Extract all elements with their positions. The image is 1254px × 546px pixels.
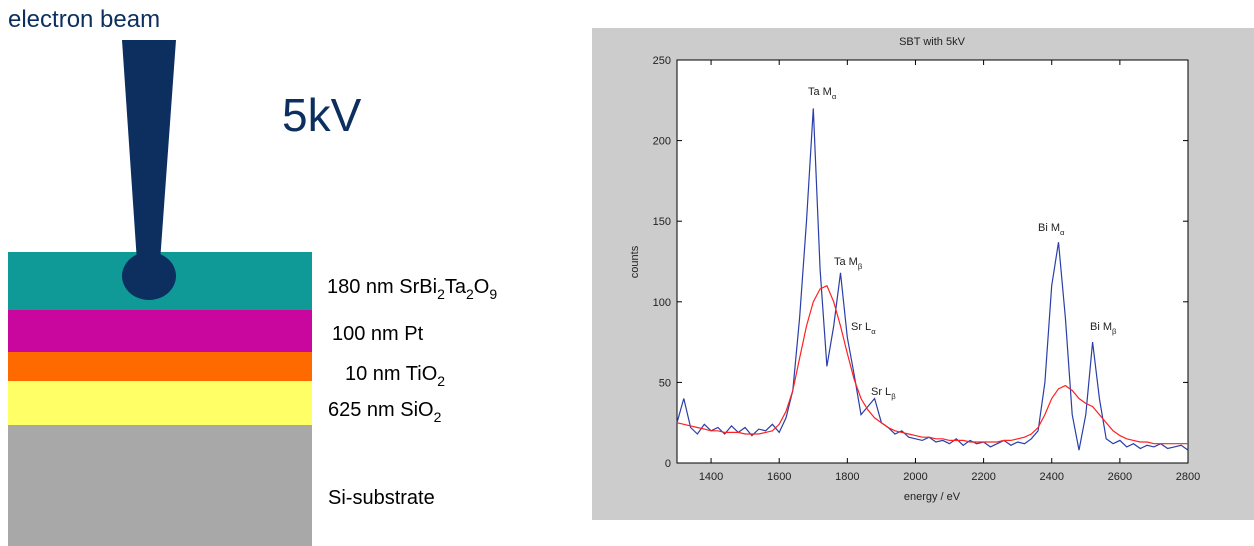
layer-label-part: Ta — [445, 276, 467, 298]
layer-label-part: 10 nm TiO — [345, 363, 437, 385]
y-tick-label: 150 — [653, 216, 671, 228]
plot-area — [676, 59, 1189, 464]
layer — [8, 310, 312, 352]
series-line — [676, 284, 1188, 445]
peak-label-sub: α — [832, 92, 837, 101]
x-tick-label: 2200 — [971, 471, 995, 483]
y-tick-label: 50 — [659, 377, 671, 389]
y-tick-label: 0 — [665, 458, 671, 470]
x-tick-label: 2400 — [1039, 471, 1063, 483]
layer-label-part: O — [474, 276, 490, 298]
chart-title: SBT with 5kV — [899, 36, 965, 48]
x-tick-label: 1400 — [699, 471, 723, 483]
layer-label-sub: 2 — [434, 409, 442, 425]
y-tick-label: 100 — [653, 297, 671, 309]
peak-label-part: Sr L — [871, 386, 891, 398]
layer-label-sub: 9 — [489, 286, 497, 302]
voltage-label: 5kV — [282, 89, 362, 141]
peak-label: Ta Mβ — [834, 256, 863, 271]
y-tick-label: 250 — [653, 55, 671, 67]
layer-label-sub: 2 — [437, 373, 445, 389]
layer-label-sub: 2 — [466, 286, 474, 302]
y-axis-label: counts — [629, 245, 641, 278]
peak-label: Sr Lβ — [871, 386, 896, 401]
x-tick-label: 2000 — [903, 471, 927, 483]
layer-label-part: 625 nm SiO — [328, 399, 434, 421]
x-tick-label: 1800 — [835, 471, 859, 483]
layer-label: 100 nm Pt — [332, 323, 424, 345]
y-tick-label: 200 — [653, 136, 671, 148]
layer-label: 10 nm TiO2 — [345, 363, 445, 389]
peak-label-sub: β — [858, 262, 863, 271]
peak-label-part: Bi M — [1090, 321, 1112, 333]
x-tick-label: 2600 — [1108, 471, 1132, 483]
layer-label: 625 nm SiO2 — [328, 399, 442, 425]
layer-label-part: 180 nm SrBi — [327, 276, 437, 298]
layer-label-sub: 2 — [437, 286, 445, 302]
peak-label-part: Ta M — [834, 256, 858, 268]
layer-label-part: 100 nm Pt — [332, 323, 424, 345]
peak-label-sub: α — [1060, 228, 1065, 237]
x-axis-label: energy / eV — [904, 491, 961, 503]
peak-label-sub: β — [1112, 327, 1117, 336]
peak-label-sub: β — [891, 392, 896, 401]
peak-label-sub: α — [871, 327, 876, 336]
layer-label-part: Si-substrate — [328, 487, 435, 509]
peak-label-part: Ta M — [808, 86, 832, 98]
x-tick-label: 1600 — [767, 471, 791, 483]
layer — [8, 352, 312, 381]
electron-beam — [122, 40, 176, 262]
peak-label: Bi Mα — [1038, 222, 1065, 237]
peak-label: Sr Lα — [851, 321, 876, 336]
layer-label: 180 nm SrBi2Ta2O9 — [327, 276, 497, 302]
layer — [8, 425, 312, 546]
peak-label: Ta Mα — [808, 86, 837, 101]
peak-label: Bi Mβ — [1090, 321, 1117, 336]
x-tick-label: 2800 — [1176, 471, 1200, 483]
beam-spot — [122, 252, 176, 300]
layer — [8, 381, 312, 425]
layer-label: Si-substrate — [328, 487, 435, 509]
peak-label-part: Sr L — [851, 321, 871, 333]
beam-label: electron beam — [8, 6, 160, 33]
peak-label-part: Bi M — [1038, 222, 1060, 234]
